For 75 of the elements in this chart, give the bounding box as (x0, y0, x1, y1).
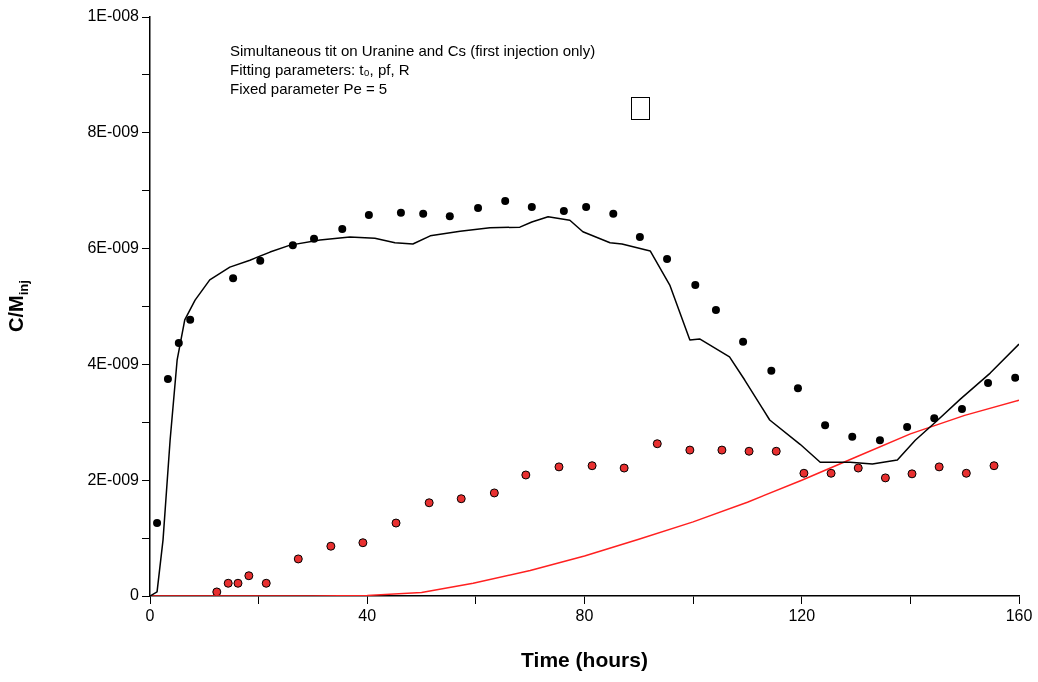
point (767, 366, 776, 375)
point (984, 378, 993, 387)
x-tick-label: 0 (145, 607, 155, 625)
point (358, 538, 368, 548)
point (474, 204, 483, 213)
x-axis-title: Time (hours) (521, 648, 648, 672)
x-tick-label: 120 (788, 607, 816, 625)
point (153, 519, 162, 528)
point (223, 578, 233, 588)
point (930, 414, 939, 423)
point (957, 404, 966, 413)
point (489, 488, 499, 498)
point (163, 374, 172, 383)
point (989, 461, 999, 471)
point (609, 209, 618, 218)
x-tick-label: 80 (575, 607, 594, 625)
point (233, 578, 243, 588)
point (445, 212, 454, 221)
point (559, 206, 568, 215)
annotation: Simultaneous tit on Uranine and Cs (first injection only) (230, 42, 596, 59)
annotation: Fitting parameters: t₀, pf, R (230, 61, 410, 78)
point (821, 421, 830, 430)
y-tick-label: 0 (130, 586, 140, 604)
point (456, 494, 466, 504)
point (903, 422, 912, 431)
point (771, 446, 781, 456)
point (1011, 373, 1019, 382)
point (396, 208, 405, 217)
y-tick-label: 2E-009 (87, 470, 140, 488)
point (961, 468, 971, 478)
point (554, 462, 564, 472)
y-tick-label: 6E-009 (87, 239, 140, 257)
point (799, 468, 809, 478)
point (419, 209, 428, 218)
point (652, 439, 662, 449)
point (685, 445, 695, 455)
point (527, 202, 536, 211)
point (186, 315, 195, 324)
x-tick-label: 160 (1005, 607, 1033, 625)
point (244, 571, 254, 581)
point (212, 587, 222, 596)
point (744, 446, 754, 456)
point (364, 211, 373, 220)
point (261, 578, 271, 588)
point (934, 462, 944, 472)
point (717, 445, 727, 455)
point (875, 436, 884, 445)
point (391, 518, 401, 528)
point (619, 463, 629, 473)
point (907, 469, 917, 479)
point (338, 224, 347, 233)
annotation: Fixed parameter Pe = 5 (230, 80, 388, 97)
point (326, 541, 336, 551)
point (711, 305, 720, 314)
point (826, 468, 836, 478)
point (229, 274, 238, 283)
point (691, 281, 700, 290)
point (582, 202, 591, 211)
x-tick-label: 40 (358, 607, 377, 625)
y-tick-label: 4E-009 (87, 354, 140, 372)
point (293, 554, 303, 564)
y-tick-label: 1E-008 (87, 7, 140, 25)
point (793, 384, 802, 393)
point (424, 498, 434, 508)
point (256, 256, 265, 265)
point (880, 473, 890, 483)
point (587, 461, 597, 471)
point (501, 197, 510, 206)
point (848, 432, 857, 441)
point (739, 337, 748, 346)
point (521, 470, 531, 480)
point (663, 255, 672, 264)
y-tick-label: 8E-009 (87, 123, 140, 141)
point (853, 463, 863, 473)
point (635, 233, 644, 242)
